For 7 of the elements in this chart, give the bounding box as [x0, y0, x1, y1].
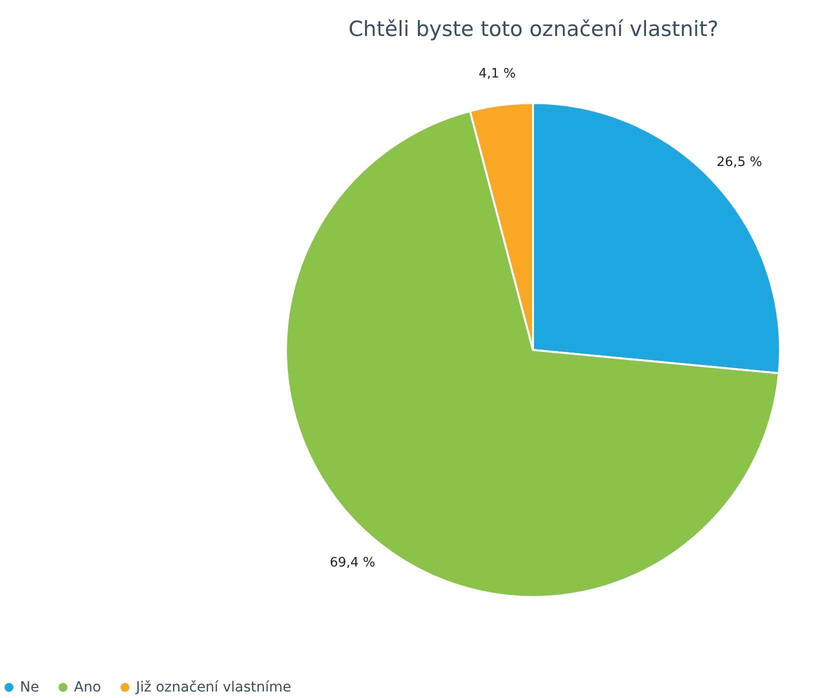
chart-title: Chtěli byste toto označení vlastnit?: [348, 17, 719, 41]
legend-label: Ne: [20, 679, 40, 696]
data-label: 69,4 %: [330, 556, 376, 571]
legend-label: Ano: [74, 679, 102, 696]
data-label: 26,5 %: [716, 155, 762, 170]
legend-label: Již označení vlastníme: [135, 679, 292, 696]
data-label: 4,1 %: [478, 66, 516, 82]
